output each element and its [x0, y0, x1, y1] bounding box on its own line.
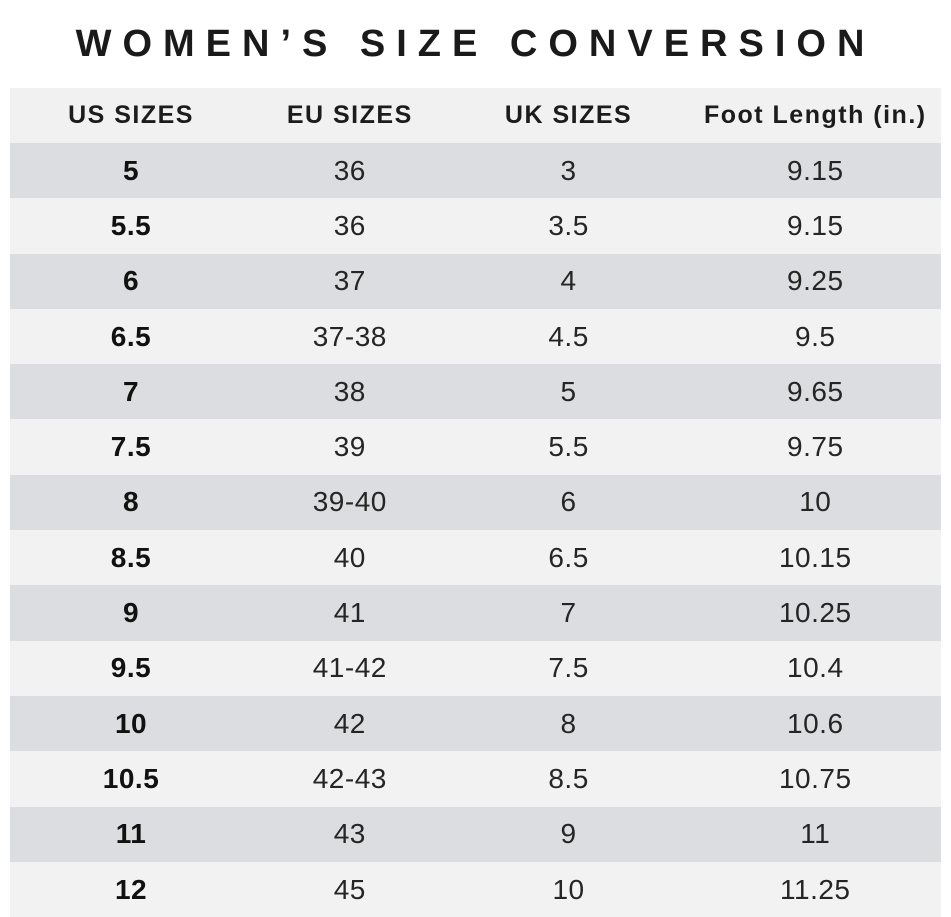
eu-size-cell: 36 [333, 154, 366, 186]
foot-length-cell: 10.6 [787, 707, 844, 739]
us-size-cell: 6 [122, 265, 140, 297]
us-size-cell: 12 [114, 873, 148, 905]
eu-size-cell: 37-38 [312, 320, 387, 352]
table-header-row: US SIZES EU SIZES UK SIZES Foot Length (… [10, 88, 941, 143]
eu-size-cell: 36 [333, 209, 366, 241]
eu-size-cell: 38 [333, 375, 366, 407]
table-row: 5.5 36 3.5 9.15 [10, 198, 941, 254]
uk-size-cell: 5.5 [548, 431, 589, 463]
table-row: 5 36 3 9.15 [10, 143, 941, 199]
table-row: 6.5 37-38 4.5 9.5 [10, 308, 941, 365]
us-size-cell: 9.5 [110, 652, 152, 684]
foot-length-cell: 10.4 [787, 652, 844, 684]
us-size-cell: 7 [122, 375, 140, 407]
uk-size-cell: 6 [560, 486, 577, 518]
size-conversion-table: US SIZES EU SIZES UK SIZES Foot Length (… [10, 88, 941, 917]
us-size-cell: 8 [122, 486, 140, 518]
table-row: 8 39-40 6 10 [10, 474, 941, 531]
foot-length-cell: 9.5 [795, 320, 836, 352]
uk-size-cell: 5 [560, 375, 577, 407]
column-header-uk-sizes: UK SIZES [504, 101, 633, 129]
uk-size-cell: 3 [560, 154, 577, 186]
uk-size-cell: 7 [560, 597, 577, 629]
uk-size-cell: 7.5 [548, 652, 589, 684]
us-size-cell: 5 [122, 154, 140, 186]
title-band: WOMEN’S SIZE CONVERSION [0, 0, 951, 88]
foot-length-cell: 10.25 [778, 597, 852, 629]
table-row: 9.5 41-42 7.5 10.4 [10, 640, 941, 696]
eu-size-cell: 37 [333, 265, 366, 297]
table-row: 11 43 9 11 [10, 806, 941, 862]
eu-size-cell: 45 [333, 873, 366, 905]
table-row: 9 41 7 10.25 [10, 585, 941, 641]
uk-size-cell: 8.5 [548, 762, 589, 794]
foot-length-cell: 9.25 [787, 265, 844, 297]
eu-size-cell: 42-43 [312, 762, 387, 794]
eu-size-cell: 41 [333, 597, 366, 629]
foot-length-cell: 11 [800, 818, 831, 850]
table-row: 7.5 39 5.5 9.75 [10, 419, 941, 475]
uk-size-cell: 9 [560, 818, 577, 850]
us-size-cell: 9 [122, 597, 140, 629]
page-title: WOMEN’S SIZE CONVERSION [75, 22, 876, 65]
uk-size-cell: 6.5 [548, 541, 589, 573]
uk-size-cell: 4 [560, 265, 577, 297]
foot-length-cell: 9.75 [787, 431, 844, 463]
table-row: 10.5 42-43 8.5 10.75 [10, 751, 941, 807]
uk-size-cell: 10 [552, 873, 585, 905]
foot-length-cell: 9.15 [787, 209, 844, 241]
eu-size-cell: 43 [333, 818, 366, 850]
eu-size-cell: 39 [333, 431, 366, 463]
us-size-cell: 10 [114, 707, 148, 739]
eu-size-cell: 41-42 [312, 652, 387, 684]
foot-length-cell: 10.15 [778, 541, 852, 573]
column-header-foot-length: Foot Length (in.) [703, 101, 927, 129]
us-size-cell: 6.5 [110, 320, 152, 352]
us-size-cell: 7.5 [110, 431, 152, 463]
table-row: 8.5 40 6.5 10.15 [10, 530, 941, 586]
column-header-eu-sizes: EU SIZES [286, 101, 413, 129]
uk-size-cell: 8 [560, 707, 577, 739]
foot-length-cell: 9.65 [787, 375, 844, 407]
us-size-cell: 10.5 [102, 762, 160, 794]
foot-length-cell: 10.75 [778, 762, 852, 794]
table-row: 6 37 4 9.25 [10, 253, 941, 309]
foot-length-cell: 11.25 [780, 873, 851, 905]
eu-size-cell: 39-40 [312, 486, 387, 518]
table-row: 10 42 8 10.6 [10, 695, 941, 752]
us-size-cell: 5.5 [110, 209, 152, 241]
foot-length-cell: 10 [799, 486, 832, 518]
uk-size-cell: 4.5 [548, 320, 589, 352]
column-header-us-sizes: US SIZES [68, 101, 194, 129]
table-row: 12 45 10 11.25 [10, 861, 941, 917]
us-size-cell: 11 [115, 818, 147, 850]
eu-size-cell: 40 [333, 541, 366, 573]
uk-size-cell: 3.5 [548, 209, 589, 241]
table-row: 7 38 5 9.65 [10, 364, 941, 420]
us-size-cell: 8.5 [110, 541, 152, 573]
foot-length-cell: 9.15 [787, 154, 844, 186]
eu-size-cell: 42 [333, 707, 366, 739]
